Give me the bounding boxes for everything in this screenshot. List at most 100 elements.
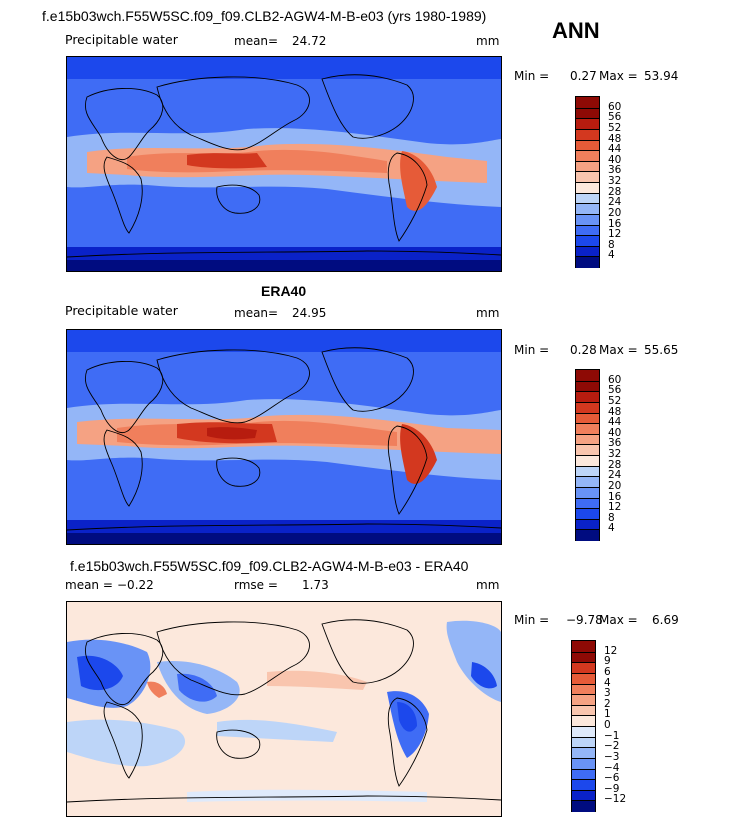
colorbar-tick-label: 44 <box>608 143 622 156</box>
colorbar-box <box>576 203 599 215</box>
obs-panel-title: ERA40 <box>261 283 307 299</box>
colorbar-separator <box>576 444 599 446</box>
colorbar-box <box>576 465 599 477</box>
colorbar-box <box>572 704 595 716</box>
obs-min-value: 0.28 <box>570 343 597 357</box>
colorbar-separator <box>576 203 599 205</box>
colorbar-box <box>576 412 599 424</box>
colorbar-box <box>572 641 595 653</box>
colorbar-box <box>576 139 599 151</box>
colorbar-tick-label: 28 <box>608 185 622 198</box>
colorbar-tick-label: 24 <box>608 469 622 482</box>
colorbar-separator <box>572 757 595 759</box>
colorbar-box <box>576 518 599 530</box>
diff-units: mm <box>476 578 500 592</box>
colorbar-tick-label: 36 <box>608 437 622 450</box>
colorbar-separator <box>576 139 599 141</box>
colorbar-box <box>572 789 595 801</box>
colorbar-separator <box>576 529 599 531</box>
colorbar-box <box>572 694 595 706</box>
colorbar-tick-label: −6 <box>604 772 620 785</box>
colorbar-tick-label: 16 <box>608 217 622 230</box>
colorbar-separator <box>576 455 599 456</box>
colorbar-separator <box>572 715 595 717</box>
colorbar-box <box>576 107 599 119</box>
colorbar-separator <box>576 465 599 467</box>
model-mean-value: 24.72 <box>292 34 327 48</box>
obs-mean-value: 24.95 <box>292 306 327 320</box>
obs-colorbar <box>575 369 600 541</box>
obs-variable-label: Precipitable water <box>65 303 178 318</box>
colorbar-box <box>572 800 595 812</box>
colorbar-separator <box>576 160 599 162</box>
colorbar-tick-label: 6 <box>604 665 611 678</box>
obs-mean-label: mean= <box>234 306 279 320</box>
colorbar-tick-label: 12 <box>604 644 618 657</box>
colorbar-tick-label: 60 <box>608 373 622 386</box>
colorbar-tick-label: 20 <box>608 206 622 219</box>
colorbar-separator <box>572 694 595 696</box>
colorbar-box <box>576 160 599 172</box>
colorbar-separator <box>576 128 599 130</box>
colorbar-tick-label: 60 <box>608 100 622 113</box>
colorbar-separator <box>572 726 595 727</box>
model-panel-title: f.e15b03wch.F55W5SC.f09_f09.CLB2-AGW4-M-… <box>42 8 487 24</box>
colorbar-tick-label: 44 <box>608 416 622 429</box>
colorbar-tick-label: −4 <box>604 761 620 774</box>
colorbar-tick-label: 4 <box>604 676 611 689</box>
colorbar-separator <box>576 245 599 247</box>
colorbar-box <box>572 768 595 780</box>
colorbar-box <box>572 651 595 663</box>
colorbar-box <box>572 672 595 684</box>
obs-map <box>66 329 502 545</box>
colorbar-tick-label: 4 <box>608 249 615 262</box>
colorbar-box <box>576 97 599 109</box>
colorbar-separator <box>572 683 595 685</box>
colorbar-tick-label: 9 <box>604 655 611 668</box>
model-map <box>66 56 502 272</box>
colorbar-separator <box>572 651 595 653</box>
colorbar-separator <box>576 380 599 382</box>
colorbar-separator <box>576 486 599 488</box>
colorbar-tick-label: −2 <box>604 740 620 753</box>
colorbar-box <box>572 779 595 791</box>
obs-max-label: Max = <box>599 343 638 357</box>
colorbar-box <box>576 370 599 382</box>
model-units: mm <box>476 34 500 48</box>
colorbar-tick-label: −12 <box>604 793 627 806</box>
colorbar-tick-label: −9 <box>604 782 620 795</box>
colorbar-tick-label: 56 <box>608 111 622 124</box>
colorbar-tick-label: 1 <box>604 708 611 721</box>
colorbar-tick-label: 0 <box>604 719 611 731</box>
colorbar-separator <box>576 497 599 499</box>
colorbar-box <box>572 715 595 727</box>
colorbar-box <box>576 391 599 403</box>
colorbar-tick-label: 52 <box>608 394 622 407</box>
diff-mean-value: −0.22 <box>117 578 154 592</box>
colorbar-box <box>576 476 599 488</box>
colorbar-box <box>576 433 599 445</box>
colorbar-tick-label: 4 <box>608 522 615 535</box>
colorbar-box <box>572 662 595 674</box>
model-variable-label: Precipitable water <box>65 32 178 47</box>
colorbar-tick-label: 40 <box>608 153 622 166</box>
colorbar-separator <box>576 412 599 414</box>
colorbar-box <box>576 213 599 225</box>
colorbar-box <box>572 747 595 759</box>
colorbar-separator <box>576 235 599 237</box>
diff-map <box>66 601 502 817</box>
colorbar-box <box>576 508 599 520</box>
colorbar-tick-label: 32 <box>608 448 622 460</box>
colorbar-box <box>576 380 599 392</box>
model-max-value: 53.94 <box>644 69 679 83</box>
colorbar-tick-label: 56 <box>608 384 622 397</box>
colorbar-tick-label: 52 <box>608 121 622 134</box>
colorbar-separator <box>576 433 599 435</box>
colorbar-separator <box>572 736 595 738</box>
colorbar-tick-label: −3 <box>604 750 620 763</box>
colorbar-box <box>576 444 599 456</box>
colorbar-tick-label: 8 <box>608 511 615 524</box>
diff-panel-title: f.e15b03wch.F55W5SC.f09_f09.CLB2-AGW4-M-… <box>70 558 469 574</box>
colorbar-box <box>576 497 599 509</box>
colorbar-separator <box>576 171 599 173</box>
